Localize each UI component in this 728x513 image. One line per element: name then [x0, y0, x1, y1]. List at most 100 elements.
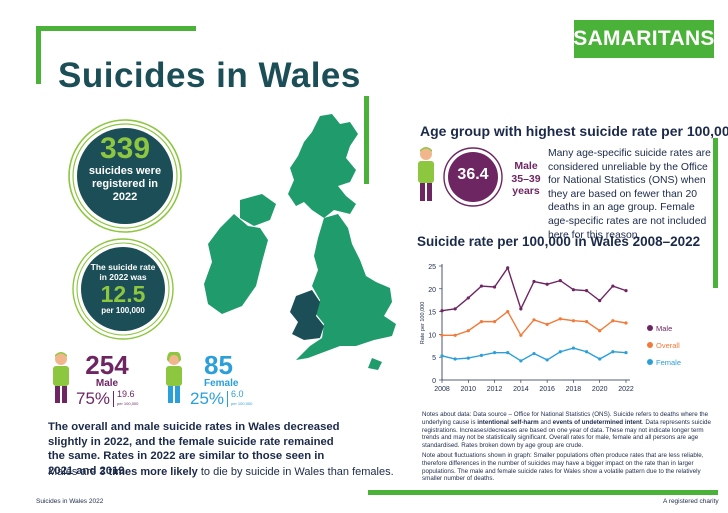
map-land: [204, 114, 396, 370]
male-rate-unit: per 100,000: [117, 401, 139, 406]
x-tick-label: 2012: [487, 386, 503, 393]
footer-left: Suicides in Wales 2022: [36, 498, 104, 505]
map-northern-ireland: [240, 194, 276, 226]
samaritans-logo[interactable]: SAMARITANS: [573, 20, 714, 58]
summary-text: The overall and male suicide rates in Wa…: [48, 421, 340, 477]
data-point-female: [506, 351, 510, 355]
y-tick-label: 0: [432, 378, 436, 385]
series-line-overall: [442, 310, 627, 337]
male-count: 254: [85, 350, 129, 380]
data-point-male: [598, 299, 602, 303]
x-tick-label: 2022: [618, 386, 634, 393]
female-percent: 25%: [190, 389, 225, 408]
rate-ring: [72, 238, 174, 340]
map-channel-islands: [368, 358, 382, 370]
data-point-female: [571, 346, 576, 350]
data-point-male: [506, 266, 510, 270]
page-title: Suicides in Wales: [58, 56, 361, 95]
legend-label-male: Male: [656, 324, 672, 333]
male-rate: 19.6: [117, 389, 135, 399]
data-point-female: [479, 353, 484, 357]
age-group-years: years: [512, 185, 540, 197]
map-wales: [290, 290, 324, 340]
rate-stat: The suicide rate in 2022 was 12.5 per 10…: [71, 262, 175, 316]
male-percent: 75%: [76, 389, 111, 408]
rate-line2: in 2022 was: [99, 272, 147, 282]
y-tick-label: 5: [432, 355, 436, 362]
headline-stat: 339 suicides were registered in 2022: [66, 133, 184, 204]
data-point-male: [545, 282, 549, 286]
male-figure-icon: [53, 352, 69, 403]
corner-bar-right-v: [713, 138, 718, 288]
data-point-male: [571, 288, 576, 292]
x-tick-label: 2016: [539, 386, 555, 393]
legend-marker-female: [647, 359, 653, 365]
data-point-overall: [598, 329, 602, 333]
age-group-description: Many age-specific suicide rates are cons…: [548, 148, 711, 241]
female-count: 85: [204, 350, 233, 380]
age-male-figure-icon: [418, 147, 434, 201]
age-group-label: Male 35–39 years: [504, 160, 548, 198]
notes-p1c: and: [538, 418, 553, 426]
data-point-overall: [532, 318, 536, 322]
notes-paragraph-1: Notes about data: Data source – Office f…: [422, 411, 712, 450]
y-tick-label: 25: [428, 264, 436, 271]
data-point-overall: [571, 319, 576, 323]
male-breakdown: 75% 19.6 per 100,000: [76, 389, 138, 409]
x-tick-label: 2020: [592, 386, 608, 393]
series-line-male: [441, 266, 627, 312]
map-scotland: [288, 114, 358, 218]
female-breakdown: 25% 6.0 per 100,000: [190, 389, 252, 409]
males-line-suffix: to die by suicide in Wales than females.: [197, 466, 394, 478]
data-point-female: [598, 357, 602, 361]
y-tick-label: 15: [428, 310, 436, 317]
uk-map: [204, 114, 396, 370]
legend-marker-male: [647, 325, 653, 331]
data-point-overall: [545, 322, 549, 326]
age-group-ages: 35–39: [511, 172, 541, 185]
notes-p1a: Notes about data: Data source – Office f…: [422, 411, 709, 426]
chart-heading: Suicide rate per 100,000 in Wales 2008–2…: [417, 234, 701, 249]
data-point-female: [532, 351, 536, 356]
female-label: Female: [204, 378, 239, 389]
data-point-male: [532, 279, 536, 284]
x-tick-label: 2008: [434, 386, 450, 393]
x-tick-label: 2014: [513, 386, 529, 393]
data-point-male: [453, 307, 457, 311]
female-rate: 6.0: [231, 389, 244, 399]
age-group-value: 36.4: [457, 166, 489, 183]
data-point-female: [453, 357, 457, 361]
males-likelihood-text: Males are 3 times more likely to die by …: [48, 466, 394, 478]
headline-ring: [68, 119, 182, 233]
males-line-prefix: Males are: [48, 466, 100, 478]
female-figure-icon: [166, 352, 182, 403]
data-point-overall: [624, 321, 628, 325]
corner-bar-bottom-h: [368, 490, 718, 495]
data-point-male: [440, 309, 444, 313]
age-group-sex: Male: [514, 160, 538, 172]
y-axis-label: Rate per 100,000: [420, 302, 426, 345]
y-tick-label: 10: [428, 332, 436, 339]
data-point-overall: [584, 320, 589, 324]
data-point-male: [611, 284, 615, 288]
data-point-male: [479, 284, 484, 288]
age-group-heading: Age group with highest suicide rate per …: [420, 123, 728, 139]
data-notes: Notes about data: Data source – Office f…: [422, 411, 712, 483]
data-point-male: [558, 278, 562, 283]
data-point-overall: [453, 333, 457, 337]
corner-bar-top-left-h: [36, 26, 196, 31]
x-tick-label: 2018: [566, 386, 582, 393]
data-point-overall: [558, 317, 562, 321]
female-rate-unit: per 100,000: [231, 401, 253, 406]
y-tick-label: 20: [428, 287, 436, 294]
headline-line2: registered in: [91, 178, 159, 190]
headline-line1: suicides were: [88, 165, 162, 177]
male-label: Male: [95, 378, 119, 389]
rate-unit: per 100,000: [101, 306, 145, 315]
headline-number: 339: [99, 132, 151, 165]
data-point-overall: [466, 329, 470, 333]
data-point-female: [624, 351, 628, 355]
notes-p1b: intentional self-harm: [477, 418, 539, 426]
map-england: [296, 214, 396, 360]
legend-label-female: Female: [656, 358, 681, 367]
